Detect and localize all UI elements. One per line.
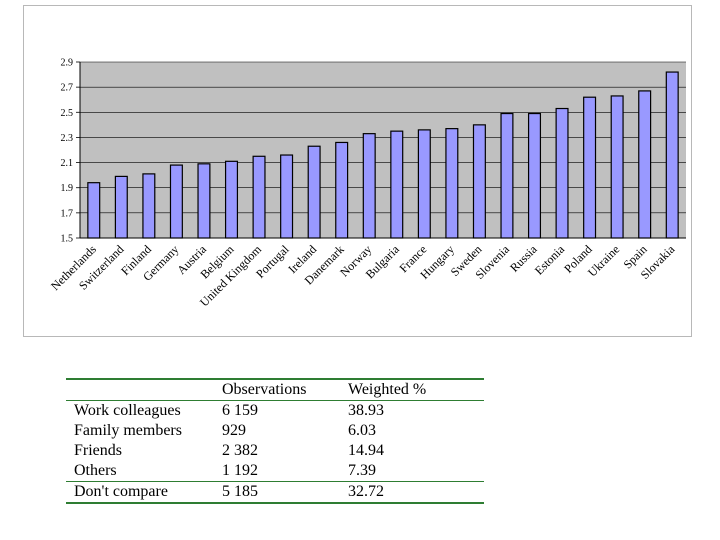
y-tick-label: 2.3 <box>61 133 74 144</box>
bar <box>362 133 376 239</box>
y-tick-label: 1.5 <box>61 234 74 245</box>
chart-frame: 1.5 1.7 1.9 2.1 2.3 2.5 2.7 2.9 Netherlands Switz… <box>23 5 692 337</box>
bar <box>197 163 211 239</box>
comparison-table: Observations Weighted % Work colleagues … <box>66 378 484 504</box>
category-label: Ukraine <box>585 242 622 279</box>
y-tick-label: 2.5 <box>61 108 74 119</box>
row-weighted: 38.93 <box>348 402 384 419</box>
table-row: Others 1 192 7.39 <box>66 461 484 482</box>
row-label: Others <box>74 462 117 479</box>
row-label: Work colleagues <box>74 402 181 419</box>
bar <box>610 95 624 239</box>
table-row: Don't compare 5 185 32.72 <box>66 481 484 503</box>
row-weighted: 7.39 <box>348 462 376 479</box>
y-tick-label: 1.7 <box>61 208 74 219</box>
bar <box>87 182 101 239</box>
bar <box>527 112 542 239</box>
bar <box>665 71 679 239</box>
table-row: Friends 2 382 14.94 <box>66 441 484 461</box>
y-tick-label: 2.7 <box>61 83 74 94</box>
bar <box>472 124 486 239</box>
bar <box>638 90 652 239</box>
bar <box>390 130 404 239</box>
row-label: Family members <box>74 422 182 439</box>
row-observations: 6 159 <box>222 402 258 419</box>
table-header-row: Observations Weighted % <box>66 379 484 401</box>
bar <box>169 164 183 239</box>
bar <box>335 141 349 239</box>
bar <box>114 175 128 239</box>
bar <box>224 160 239 239</box>
bar <box>252 155 266 239</box>
row-label: Don't compare <box>74 483 168 500</box>
row-observations: 1 192 <box>222 462 258 479</box>
bar <box>417 129 431 239</box>
table-header-empty <box>66 379 214 401</box>
bar <box>583 96 597 239</box>
row-observations: 929 <box>222 422 246 439</box>
bar-chart: 1.51.71.92.12.32.52.72.9NetherlandsSwitz… <box>48 58 686 309</box>
row-weighted: 6.03 <box>348 422 376 439</box>
y-tick-label: 2.9 <box>61 58 74 69</box>
table-header-observations: Observations <box>222 381 307 398</box>
bar <box>500 112 514 239</box>
category-label: Estonia <box>532 242 568 278</box>
row-weighted: 32.72 <box>348 483 384 500</box>
row-observations: 2 382 <box>222 442 258 459</box>
row-weighted: 14.94 <box>348 442 384 459</box>
bar <box>555 107 569 239</box>
bar <box>142 173 156 239</box>
table-row: Work colleagues 6 159 38.93 <box>66 401 484 422</box>
bar <box>280 154 294 239</box>
y-tick-label: 1.9 <box>61 183 74 194</box>
bar <box>307 145 321 239</box>
table-header-weighted: Weighted % <box>348 381 427 398</box>
row-observations: 5 185 <box>222 483 258 500</box>
bar <box>445 128 459 239</box>
table-row: Family members 929 6.03 <box>66 421 484 441</box>
y-tick-label: 2.1 <box>61 158 74 169</box>
row-label: Friends <box>74 442 122 459</box>
